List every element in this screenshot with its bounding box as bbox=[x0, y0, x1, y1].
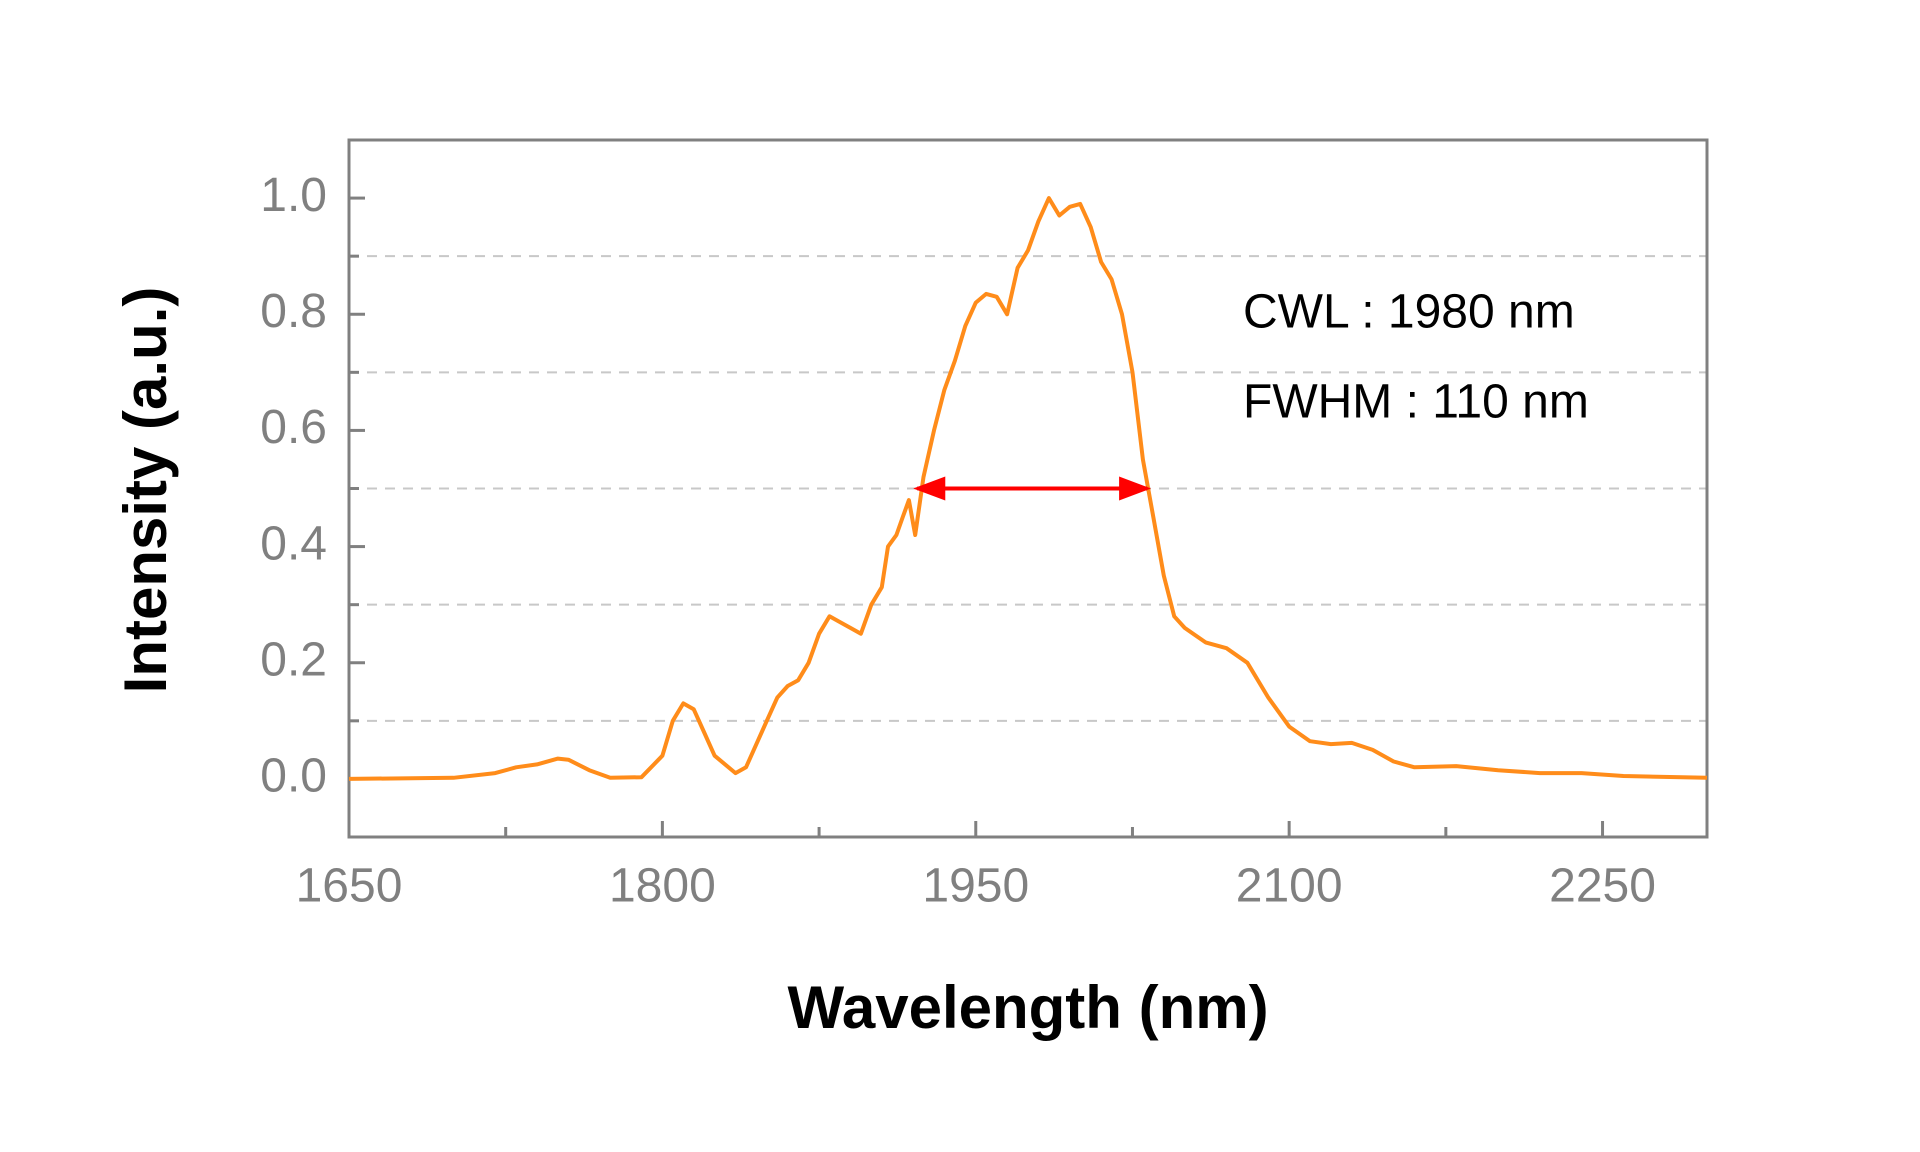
y-tick-label: 0.2 bbox=[260, 633, 327, 686]
line-series bbox=[348, 196, 1708, 781]
x-tick-label: 2100 bbox=[1236, 860, 1343, 913]
y-tick-label: 0.6 bbox=[260, 401, 327, 454]
plot-frame bbox=[347, 138, 1709, 839]
x-tick-label: 1950 bbox=[922, 860, 1029, 913]
y-axis-title: Intensity (a.u.) bbox=[112, 287, 179, 694]
x-tick-label: 2250 bbox=[1549, 860, 1656, 913]
annotation: CWL : 1980 nm bbox=[1243, 286, 1575, 339]
x-tick-label: 1650 bbox=[296, 860, 403, 913]
y-tick-label: 1.0 bbox=[260, 169, 327, 222]
annotation: FWHM : 110 nm bbox=[1243, 376, 1589, 429]
y-tick-label: 0.0 bbox=[260, 750, 327, 803]
y-tick-label: 0.4 bbox=[260, 517, 327, 570]
x-tick-label: 1800 bbox=[609, 860, 716, 913]
x-axis-title: Wavelength (nm) bbox=[787, 974, 1268, 1041]
y-tick-label: 0.8 bbox=[260, 285, 327, 338]
